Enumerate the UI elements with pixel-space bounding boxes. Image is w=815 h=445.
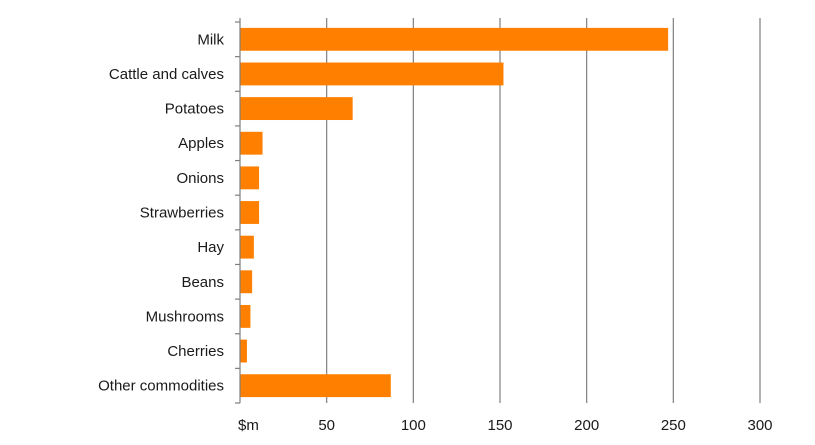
bar-milk bbox=[240, 27, 669, 51]
category-label: Potatoes bbox=[165, 101, 224, 118]
category-label: Mushrooms bbox=[146, 308, 224, 325]
category-label: Hay bbox=[197, 239, 224, 256]
bar-cattle-and-calves bbox=[240, 62, 504, 86]
x-tick-label: 50 bbox=[318, 417, 335, 434]
x-tick-label: 200 bbox=[574, 417, 599, 434]
category-label: Beans bbox=[181, 274, 224, 291]
x-tick-labels: $m 50 100 150 200 250 300 bbox=[238, 417, 773, 434]
x-tick-label: 250 bbox=[661, 417, 686, 434]
category-label: Other commodities bbox=[98, 378, 224, 395]
bar-other-commodities bbox=[240, 374, 391, 398]
bars bbox=[240, 27, 669, 398]
category-label: Onions bbox=[176, 170, 224, 187]
bar-onions bbox=[240, 166, 260, 190]
bar-apples bbox=[240, 131, 263, 155]
axes bbox=[235, 18, 241, 404]
bar-mushrooms bbox=[240, 304, 251, 328]
category-label: Cherries bbox=[167, 343, 224, 360]
bar-potatoes bbox=[240, 97, 353, 121]
bar-strawberries bbox=[240, 201, 260, 224]
x-tick-label: 300 bbox=[747, 417, 772, 434]
category-label: Milk bbox=[197, 31, 224, 48]
x-tick-label: 100 bbox=[401, 417, 426, 434]
bar-hay bbox=[240, 235, 254, 259]
x-tick-label: $m bbox=[238, 417, 259, 434]
category-label: Strawberries bbox=[140, 205, 224, 222]
category-labels: Milk Cattle and calves Potatoes Apples Onion… bbox=[98, 31, 224, 394]
bar-cherries bbox=[240, 339, 247, 363]
bar-beans bbox=[240, 270, 253, 294]
category-label: Apples bbox=[178, 135, 224, 152]
x-tick-label: 150 bbox=[487, 417, 512, 434]
category-label: Cattle and calves bbox=[109, 66, 224, 83]
